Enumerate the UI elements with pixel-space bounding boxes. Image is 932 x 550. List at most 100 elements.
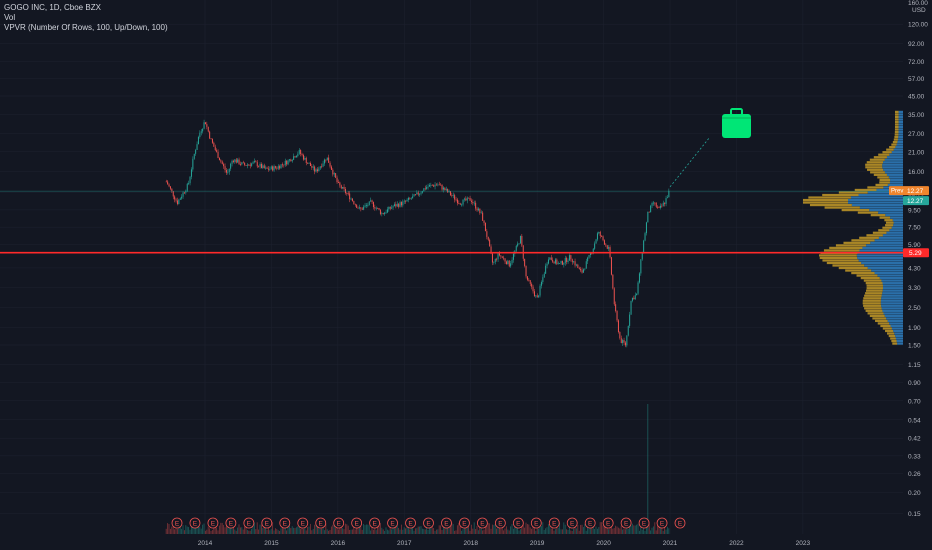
projection-arrow[interactable] <box>669 136 711 188</box>
candle-body <box>232 160 234 162</box>
candle-body <box>204 122 206 125</box>
earnings-marker <box>387 517 398 529</box>
candle-body <box>241 162 243 165</box>
candle-body <box>370 200 372 202</box>
profile-up-bar <box>890 216 903 219</box>
volume-bar <box>466 525 468 534</box>
profile-up-bar <box>893 224 903 227</box>
candle-body <box>540 282 542 286</box>
candle-body <box>192 158 194 170</box>
profile-down-bar <box>809 203 852 207</box>
profile-down-bar <box>808 196 851 199</box>
symbol-title[interactable]: GOGO INC, 1D, Cboe BZX <box>4 3 101 12</box>
volume-bar <box>539 524 541 534</box>
earnings-marker-label: E <box>552 521 557 528</box>
volume-bar <box>309 523 311 534</box>
volume-bar <box>451 522 453 534</box>
volume-bar <box>564 524 566 534</box>
candle-body <box>256 162 258 167</box>
candle-body <box>582 269 584 273</box>
volume-bar <box>265 526 267 534</box>
candle-body <box>336 177 338 183</box>
volume-bar <box>276 529 278 534</box>
volume-bar <box>497 524 499 534</box>
candle-body <box>417 192 419 195</box>
vol-indicator-label[interactable]: Vol <box>4 13 16 22</box>
volume-bar <box>234 529 236 534</box>
candle-body <box>553 261 555 264</box>
volume-bar <box>377 523 379 534</box>
volume-bar <box>196 527 198 534</box>
profile-up-bar <box>889 181 903 184</box>
profile-down-bar <box>819 254 857 257</box>
earnings-marker <box>405 517 416 529</box>
earnings-marker-label: E <box>265 521 270 528</box>
volume-bar <box>470 524 472 534</box>
volume-bar <box>647 404 649 534</box>
candle-body <box>466 197 468 201</box>
volume-bar <box>458 522 460 534</box>
candle-body <box>638 273 640 283</box>
candle-body <box>449 191 451 196</box>
volume-bar <box>510 526 512 534</box>
candle-body <box>260 163 262 169</box>
profile-up-bar <box>880 299 903 302</box>
earnings-marker <box>297 517 309 529</box>
candle-body <box>237 159 239 163</box>
candle-body <box>189 176 191 184</box>
earnings-marker-label: E <box>660 521 665 528</box>
vpvr-indicator-label[interactable]: VPVR (Number Of Rows, 100, Up/Down, 100) <box>4 23 168 32</box>
volume-bar <box>613 528 615 534</box>
volume-bar <box>199 526 201 534</box>
volume-bar <box>581 524 583 534</box>
earnings-marker-label: E <box>319 521 324 528</box>
volume-bar <box>172 522 174 534</box>
volume-bar <box>626 527 628 534</box>
volume-bar <box>382 529 384 534</box>
candle-body <box>568 255 570 261</box>
time-axis[interactable] <box>0 534 903 550</box>
volume-bar <box>661 526 663 534</box>
candle-body <box>662 202 664 206</box>
profile-up-bar <box>897 342 903 345</box>
volume-bar <box>615 525 617 534</box>
candle-body <box>391 207 393 209</box>
volume-bar <box>346 524 348 534</box>
candle-body <box>657 206 659 208</box>
volume-bar <box>288 524 290 534</box>
volume-bar <box>487 522 489 534</box>
candle-body <box>281 164 283 166</box>
volume-bar <box>395 522 397 534</box>
profile-up-bar <box>882 282 903 285</box>
candle-body <box>610 257 612 275</box>
briefcase-icon[interactable] <box>722 108 751 138</box>
profile-up-bar <box>897 138 903 141</box>
profile-down-bar <box>863 304 882 307</box>
profile-up-bar <box>887 319 903 323</box>
candle-body <box>378 208 380 210</box>
candle-body <box>505 261 507 265</box>
volume-bar <box>269 530 271 534</box>
candle-body <box>426 186 428 190</box>
profile-up-bar <box>874 239 903 242</box>
price-axis[interactable] <box>903 0 932 550</box>
volume-bar <box>552 527 554 534</box>
volume-bar <box>507 529 509 534</box>
earnings-marker <box>602 517 614 529</box>
profile-up-bar <box>893 221 903 224</box>
volume-bar <box>554 529 556 534</box>
candle-body <box>581 270 583 273</box>
profile-up-bar <box>881 297 903 300</box>
candle-body <box>295 156 297 158</box>
volume-bar <box>365 524 367 534</box>
price-axis-top-label: 160.00 <box>908 0 928 7</box>
volume-bar <box>301 523 303 534</box>
volume-bar <box>528 524 530 534</box>
volume-bar <box>631 523 633 534</box>
profile-up-bar <box>882 234 903 237</box>
svg-text:5.29: 5.29 <box>909 250 922 257</box>
time-tick-label: 2023 <box>796 540 811 547</box>
price-tick-label: 0.33 <box>908 453 921 460</box>
